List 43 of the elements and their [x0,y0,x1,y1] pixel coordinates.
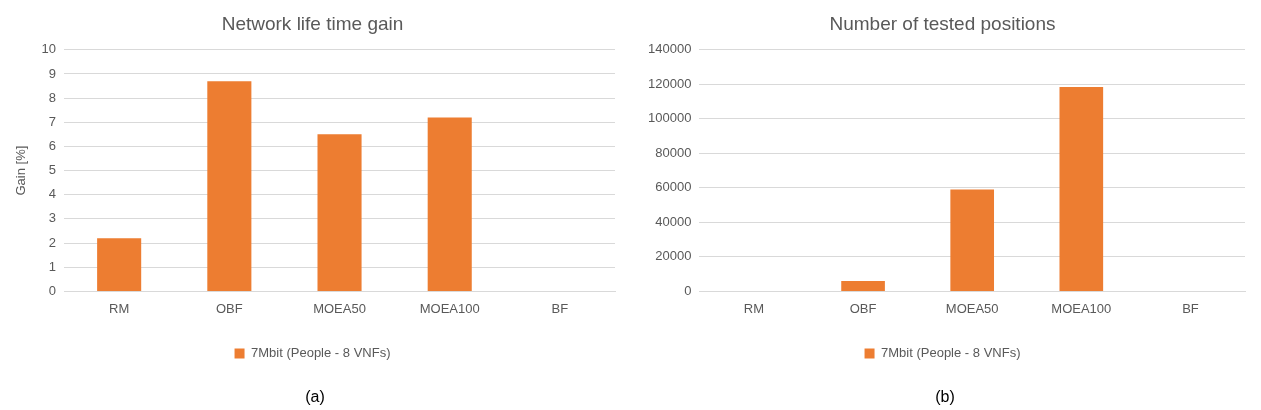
bar [950,189,995,291]
x-tick-label: OBF [215,300,243,316]
y-tick-label: 40000 [655,213,692,229]
y-tick-label: 10 [41,41,57,57]
y-tick-label: 0 [684,282,692,298]
y-tick-label: 6 [48,138,57,154]
x-tick-label: MOEA100 [419,300,480,316]
y-tick-label: 9 [48,65,57,81]
y-tick-label: 3 [48,210,57,226]
y-tick-label: 0 [48,282,57,298]
y-tick-label: 20000 [655,248,692,264]
x-tick-label: BF [1182,300,1199,316]
y-tick-label: 80000 [655,144,692,160]
y-tick-label: 4 [48,186,57,202]
bar [427,117,472,291]
y-axis-title: Gain [%] [13,145,29,196]
chart-title: Number of tested positions [829,12,1056,34]
legend-label: 7Mbit (People - 8 VNFs) [881,345,1021,361]
y-tick-label: 2 [48,234,57,250]
x-tick-label: MOEA100 [1051,300,1112,316]
x-tick-label: BF [551,300,569,316]
x-tick-label: OBF [849,300,877,316]
text: (a) [305,388,325,406]
text: (b) [935,388,955,406]
chart-title: Network life time gain [221,12,404,34]
bar [207,81,252,291]
y-tick-label: 100000 [647,110,692,126]
y-tick-label: 120000 [647,75,692,91]
bar [97,238,142,291]
y-tick-label: 140000 [647,41,692,57]
y-tick-label: 5 [48,162,57,178]
x-tick-label: RM [109,300,130,316]
x-tick-label: MOEA50 [945,300,999,316]
bar [841,281,885,291]
x-tick-label: RM [743,300,765,316]
bar [317,134,362,291]
y-tick-label: 7 [48,113,57,129]
x-tick-label: MOEA50 [313,300,366,316]
y-tick-label: 1 [48,258,57,274]
bar [1059,86,1104,291]
y-tick-label: 60000 [655,179,692,195]
legend-label: 7Mbit (People - 8 VNFs) [251,345,391,361]
y-tick-label: 8 [48,89,57,105]
